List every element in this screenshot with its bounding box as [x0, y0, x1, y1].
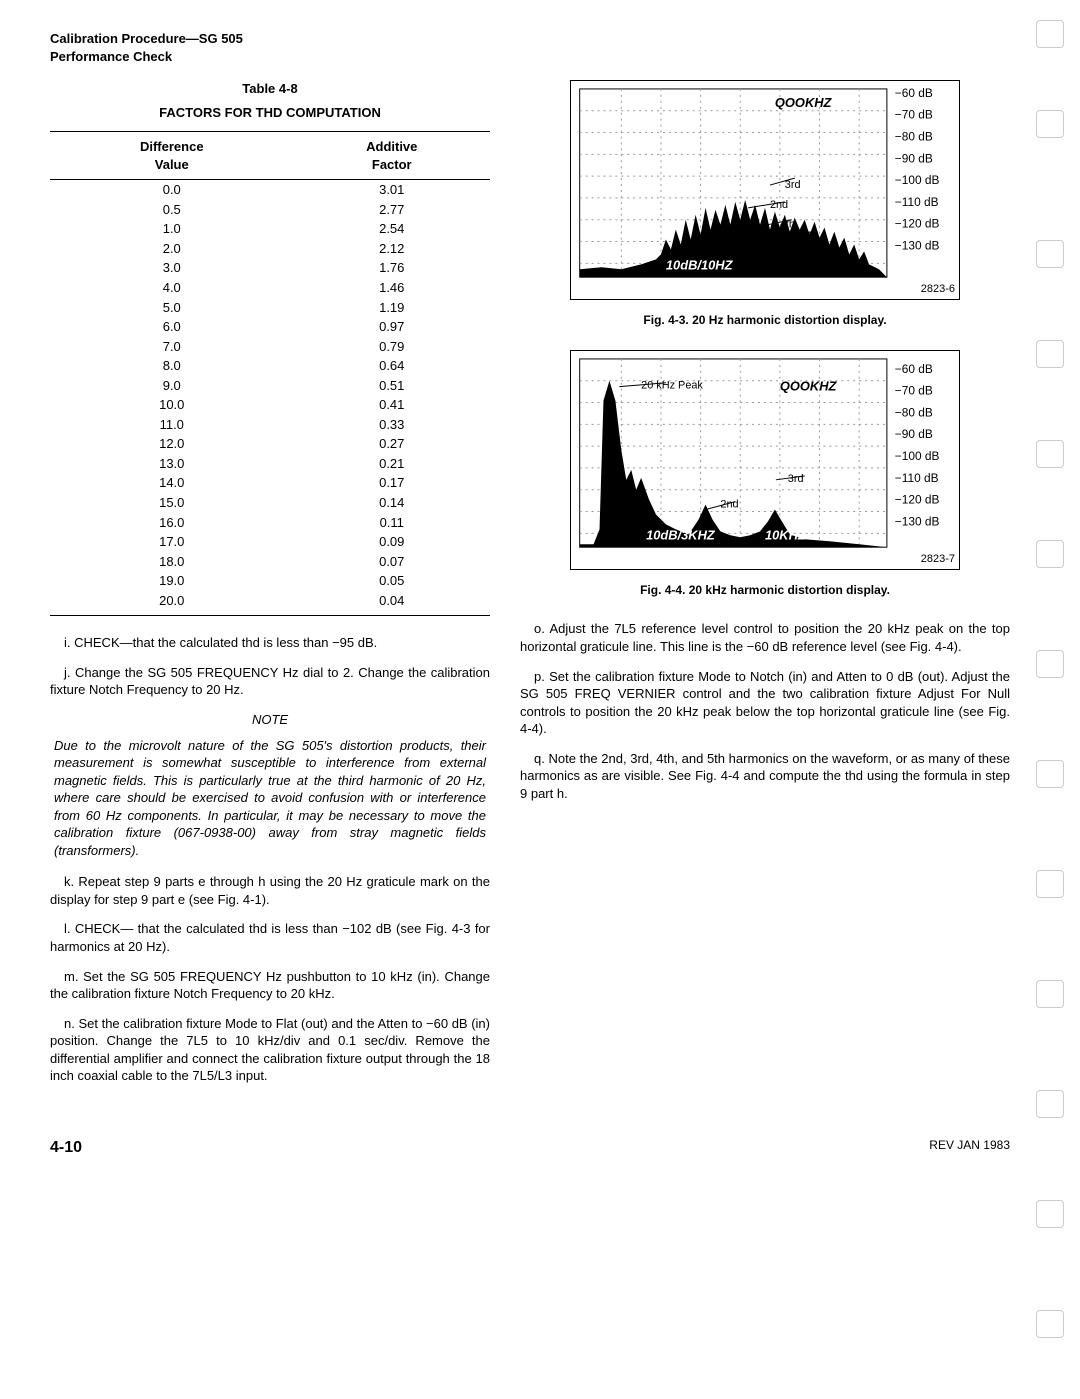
- svg-text:−110 dB: −110 dB: [895, 471, 939, 485]
- note-body: Due to the microvolt nature of the SG 50…: [50, 737, 490, 860]
- table-subtitle: FACTORS FOR THD COMPUTATION: [50, 104, 490, 122]
- svg-text:10dB/3KHZ: 10dB/3KHZ: [646, 528, 716, 543]
- note-title: NOTE: [50, 711, 490, 729]
- table-row: 15.00.14: [50, 493, 490, 513]
- svg-text:−90 dB: −90 dB: [895, 151, 933, 165]
- svg-text:−120 dB: −120 dB: [895, 217, 940, 231]
- table-row: 16.00.11: [50, 513, 490, 533]
- svg-text:3rd: 3rd: [785, 179, 801, 191]
- table-title: Table 4-8: [50, 80, 490, 98]
- para-p: p. Set the calibration fixture Mode to N…: [520, 668, 1010, 738]
- para-l: l. CHECK— that the calculated thd is les…: [50, 920, 490, 955]
- svg-text:−60 dB: −60 dB: [895, 362, 933, 376]
- rev-date: REV JAN 1983: [929, 1137, 1010, 1159]
- thd-table: DifferenceValue AdditiveFactor 0.03.010.…: [50, 131, 490, 616]
- svg-text:3rd: 3rd: [788, 473, 804, 485]
- table-row: 19.00.05: [50, 571, 490, 591]
- svg-text:20 kHz Peak: 20 kHz Peak: [641, 380, 703, 392]
- svg-text:10KHZ: 10KHZ: [765, 528, 807, 543]
- table-row: 20.00.04: [50, 591, 490, 616]
- table-row: 17.00.09: [50, 532, 490, 552]
- table-row: 8.00.64: [50, 356, 490, 376]
- header-line1: Calibration Procedure—SG 505: [50, 30, 1010, 48]
- fig-4-3-scope: QOOKHZ 3rd 2nd 4th 5th 10dB/10HZ −60 dB−…: [570, 80, 960, 300]
- svg-text:QOOKHZ: QOOKHZ: [780, 379, 838, 394]
- table-row: 14.00.17: [50, 473, 490, 493]
- table-row: 18.00.07: [50, 552, 490, 572]
- para-q: q. Note the 2nd, 3rd, 4th, and 5th harmo…: [520, 750, 1010, 803]
- table-row: 2.02.12: [50, 239, 490, 259]
- fig44-footer: 2823-7: [921, 552, 955, 567]
- table-row: 11.00.33: [50, 415, 490, 435]
- table-row: 7.00.79: [50, 337, 490, 357]
- svg-text:−70 dB: −70 dB: [895, 108, 933, 122]
- table-row: 5.01.19: [50, 298, 490, 318]
- para-n: n. Set the calibration fixture Mode to F…: [50, 1015, 490, 1085]
- fig43-caption: Fig. 4-3. 20 Hz harmonic distortion disp…: [520, 312, 1010, 328]
- table-row: 3.01.76: [50, 258, 490, 278]
- fig43-footer: 2823-6: [921, 282, 955, 297]
- fig-4-4-scope: 20 kHz Peak QOOKHZ 3rd 2nd 10dB/3KHZ 10K…: [570, 350, 960, 570]
- svg-text:−80 dB: −80 dB: [895, 130, 933, 144]
- table-row: 9.00.51: [50, 376, 490, 396]
- svg-text:−80 dB: −80 dB: [895, 406, 933, 420]
- table-row: 4.01.46: [50, 278, 490, 298]
- table-row: 13.00.21: [50, 454, 490, 474]
- para-o: o. Adjust the 7L5 reference level contro…: [520, 620, 1010, 655]
- table-row: 12.00.27: [50, 434, 490, 454]
- table-row: 10.00.41: [50, 395, 490, 415]
- table-row: 1.02.54: [50, 219, 490, 239]
- svg-text:10dB/10HZ: 10dB/10HZ: [666, 257, 734, 272]
- table-row: 0.03.01: [50, 180, 490, 200]
- svg-text:−110 dB: −110 dB: [895, 195, 939, 209]
- para-k: k. Repeat step 9 parts e through h using…: [50, 873, 490, 908]
- svg-text:−60 dB: −60 dB: [895, 86, 933, 100]
- col2-head: AdditiveFactor: [294, 132, 490, 180]
- svg-text:−90 dB: −90 dB: [895, 427, 933, 441]
- fig44-caption: Fig. 4-4. 20 kHz harmonic distortion dis…: [520, 582, 1010, 598]
- svg-text:−130 dB: −130 dB: [895, 515, 940, 529]
- svg-text:QOOKHZ: QOOKHZ: [775, 95, 833, 110]
- header-line2: Performance Check: [50, 48, 1010, 66]
- col1-head: DifferenceValue: [50, 132, 294, 180]
- svg-text:−100 dB: −100 dB: [895, 449, 940, 463]
- para-i: i. CHECK—that the calculated thd is less…: [50, 634, 490, 652]
- svg-text:−100 dB: −100 dB: [895, 173, 940, 187]
- para-m: m. Set the SG 505 FREQUENCY Hz pushbutto…: [50, 968, 490, 1003]
- svg-text:−120 dB: −120 dB: [895, 493, 940, 507]
- svg-text:−130 dB: −130 dB: [895, 239, 940, 253]
- svg-text:−70 dB: −70 dB: [895, 384, 933, 398]
- para-j: j. Change the SG 505 FREQUENCY Hz dial t…: [50, 664, 490, 699]
- page-number: 4-10: [50, 1137, 82, 1159]
- svg-text:2nd: 2nd: [770, 199, 788, 211]
- table-row: 0.52.77: [50, 200, 490, 220]
- table-row: 6.00.97: [50, 317, 490, 337]
- punch-holes: [1030, 0, 1070, 1188]
